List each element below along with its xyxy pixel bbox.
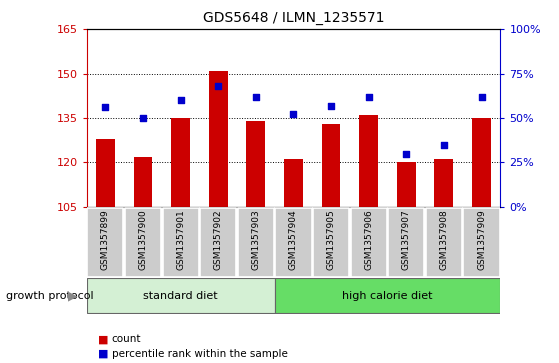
Text: GSM1357904: GSM1357904: [289, 209, 298, 270]
Bar: [397, 163, 416, 207]
Text: GSM1357907: GSM1357907: [402, 209, 411, 270]
Bar: [247, 121, 266, 207]
Bar: [321, 124, 340, 207]
FancyBboxPatch shape: [389, 208, 424, 277]
FancyBboxPatch shape: [274, 278, 500, 313]
Text: GSM1357900: GSM1357900: [139, 209, 148, 270]
Bar: [209, 70, 228, 207]
Point: [439, 142, 448, 147]
FancyBboxPatch shape: [200, 208, 236, 277]
FancyBboxPatch shape: [125, 208, 161, 277]
Bar: [134, 156, 153, 207]
Point: [252, 94, 260, 99]
Text: GSM1357902: GSM1357902: [214, 209, 223, 270]
FancyBboxPatch shape: [87, 278, 274, 313]
Text: standard diet: standard diet: [143, 291, 218, 301]
Bar: [472, 118, 491, 207]
Bar: [284, 159, 303, 207]
Point: [176, 97, 185, 103]
Text: GSM1357908: GSM1357908: [439, 209, 448, 270]
Text: ■: ■: [98, 334, 108, 344]
Point: [326, 103, 335, 109]
FancyBboxPatch shape: [426, 208, 462, 277]
Point: [477, 94, 486, 99]
Text: ■: ■: [98, 349, 108, 359]
Text: GSM1357903: GSM1357903: [252, 209, 260, 270]
FancyBboxPatch shape: [238, 208, 274, 277]
FancyBboxPatch shape: [87, 208, 124, 277]
Text: count: count: [112, 334, 141, 344]
Point: [364, 94, 373, 99]
Text: growth protocol: growth protocol: [6, 291, 93, 301]
FancyBboxPatch shape: [313, 208, 349, 277]
Title: GDS5648 / ILMN_1235571: GDS5648 / ILMN_1235571: [203, 11, 384, 25]
Text: percentile rank within the sample: percentile rank within the sample: [112, 349, 288, 359]
Text: GSM1357901: GSM1357901: [176, 209, 185, 270]
Bar: [171, 118, 190, 207]
Point: [139, 115, 148, 121]
Text: ▶: ▶: [68, 289, 78, 302]
Text: GSM1357909: GSM1357909: [477, 209, 486, 270]
Bar: [359, 115, 378, 207]
FancyBboxPatch shape: [463, 208, 500, 277]
FancyBboxPatch shape: [350, 208, 387, 277]
Text: GSM1357905: GSM1357905: [326, 209, 335, 270]
FancyBboxPatch shape: [276, 208, 311, 277]
Point: [214, 83, 222, 89]
Bar: [434, 159, 453, 207]
Text: high calorie diet: high calorie diet: [342, 291, 433, 301]
Point: [402, 151, 411, 156]
Point: [289, 111, 298, 117]
Bar: [96, 139, 115, 207]
Text: GSM1357906: GSM1357906: [364, 209, 373, 270]
Point: [101, 105, 110, 110]
FancyBboxPatch shape: [163, 208, 198, 277]
Text: GSM1357899: GSM1357899: [101, 209, 110, 270]
